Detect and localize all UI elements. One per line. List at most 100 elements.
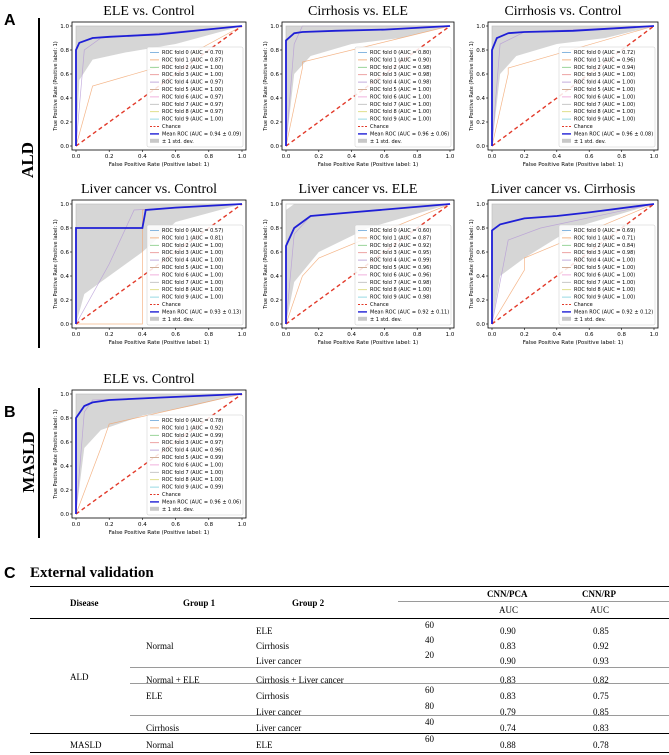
- y-tick-label: 1.0: [270, 202, 279, 208]
- y-tick-label: 0.2: [270, 298, 279, 304]
- legend-box: [558, 224, 656, 326]
- roc-svg: Liver cancer vs. Control 0.0 0.2 0.4 0.6 0.8 1…: [53, 182, 247, 346]
- legend-swatch-std: [562, 316, 571, 321]
- legend-fold-1: ROC fold 1 (AUC = 0.90): [370, 57, 431, 63]
- cell-pca: 0.74: [500, 723, 516, 733]
- y-tick-label: 0.0: [476, 322, 485, 328]
- legend-swatch-std: [150, 138, 159, 143]
- y-axis-label: True Positive Rate (Positive label: 1): [469, 219, 475, 309]
- row-separator: [130, 667, 669, 668]
- plot-frame: [71, 199, 247, 329]
- legend-fold-4: ROC fold 4 (AUC = 0.98): [370, 80, 431, 86]
- y-tick-label: 1.0: [476, 202, 485, 208]
- x-tick-label: 0.8: [617, 332, 626, 338]
- legend-fold-9: ROC fold 9 (AUC = 0.98): [370, 295, 431, 301]
- legend-fold-0: ROC fold 0 (AUC = 0.60): [370, 228, 431, 234]
- cell-group2: Liver cancer: [256, 656, 302, 666]
- legend-chance: Chance: [370, 302, 389, 308]
- mean-roc-line: [285, 203, 451, 324]
- chance-line: [75, 393, 243, 515]
- y-tick-label: 0.0: [60, 144, 69, 150]
- x-tick-label: 0.0: [282, 332, 291, 338]
- legend-chance: Chance: [162, 124, 181, 130]
- y-tick-label: 0.8: [60, 48, 69, 54]
- chance-line: [75, 203, 243, 325]
- legend-fold-9: ROC fold 9 (AUC = 1.00): [162, 295, 223, 301]
- legend-box: [146, 46, 244, 148]
- x-axis-label: False Positive Rate (Positive label: 1): [523, 162, 624, 168]
- x-tick-label: 1.0: [446, 332, 455, 338]
- x-tick-label: 0.0: [282, 154, 291, 160]
- y-tick-label: 0.4: [270, 96, 279, 102]
- x-tick-label: 1.0: [238, 332, 247, 338]
- cell-pca: 0.88: [500, 740, 516, 750]
- plot-frame: [281, 21, 455, 151]
- legend-fold-6: ROC fold 6 (AUC = 1.00): [370, 94, 431, 100]
- cell-rp: 0.82: [593, 675, 609, 685]
- x-tick-label: 0.2: [520, 332, 529, 338]
- legend-chance: Chance: [162, 302, 181, 308]
- x-tick-label: 0.4: [138, 522, 147, 528]
- legend-fold-6: ROC fold 6 (AUC = 1.00): [574, 272, 635, 278]
- mean-roc-line: [285, 25, 451, 146]
- legend-swatch-std: [358, 138, 367, 143]
- legend-fold-8: ROC fold 8 (AUC = 0.97): [162, 109, 223, 115]
- legend-fold-5: ROC fold 5 (AUC = 0.99): [162, 455, 223, 461]
- fold-curve-1: [75, 25, 243, 147]
- legend-fold-0: ROC fold 0 (AUC = 0.80): [370, 50, 431, 56]
- y-tick-label: 0.0: [476, 144, 485, 150]
- legend-fold-8: ROC fold 8 (AUC = 1.00): [574, 287, 635, 293]
- legend-chance: Chance: [162, 492, 181, 498]
- header-group1: Group 1: [183, 598, 216, 608]
- roc-chart-ald-cirrhosis-vs-ele: Cirrhosis vs. ELE 0.0 0.2 0.4 0.6 0.8 1.0 0.0 0.…: [252, 0, 464, 180]
- table-top-rule: [30, 586, 669, 587]
- chart-title: ELE vs. Control: [103, 4, 194, 19]
- legend-fold-6: ROC fold 6 (AUC = 1.00): [162, 462, 223, 468]
- cell-group2: ELE: [256, 740, 273, 750]
- header-auc-rp: AUC: [590, 605, 610, 615]
- legend-fold-0: ROC fold 0 (AUC = 0.57): [162, 228, 223, 234]
- legend-fold-8: ROC fold 8 (AUC = 1.00): [574, 109, 635, 115]
- row-separator: [130, 715, 669, 716]
- mean-roc-line: [75, 203, 243, 324]
- std-band: [286, 26, 450, 146]
- legend-box: [146, 414, 244, 516]
- cell-disease: MASLD: [70, 740, 102, 750]
- x-axis-label: False Positive Rate (Positive label: 1): [109, 530, 210, 536]
- legend-box: [354, 46, 452, 148]
- cell-rp: 0.78: [593, 740, 609, 750]
- legend-std: ± 1 std. dev.: [370, 139, 402, 145]
- x-tick-label: 1.0: [446, 154, 455, 160]
- std-band: [492, 204, 654, 324]
- roc-svg: ELE vs. Control 0.0 0.2 0.4 0.6 0.8 1.0 0.0 0.2 0…: [53, 372, 247, 536]
- cell-group2: Liver cancer: [256, 723, 302, 733]
- x-tick-label: 0.0: [72, 154, 81, 160]
- plot-frame: [281, 199, 455, 329]
- ald-bracket: [38, 18, 40, 348]
- legend-fold-8: ROC fold 8 (AUC = 1.00): [370, 287, 431, 293]
- y-tick-label: 0.2: [60, 298, 69, 304]
- y-tick-label: 0.2: [476, 298, 485, 304]
- x-tick-label: 0.4: [347, 154, 356, 160]
- cell-pca: 0.83: [500, 675, 516, 685]
- legend-fold-5: ROC fold 5 (AUC = 1.00): [370, 87, 431, 93]
- cell-group1: Normal: [146, 641, 174, 651]
- legend-fold-9: ROC fold 9 (AUC = 1.00): [574, 295, 635, 301]
- x-axis-label: False Positive Rate (Positive label: 1): [318, 162, 419, 168]
- legend-mean: Mean ROC (AUC = 0.94 ± 0.09): [162, 131, 241, 137]
- legend-fold-5: ROC fold 5 (AUC = 1.00): [574, 87, 635, 93]
- x-tick-label: 0.6: [171, 332, 180, 338]
- y-tick-label: 0.8: [270, 48, 279, 54]
- y-axis-label: True Positive Rate (Positive label: 1): [53, 219, 59, 309]
- roc-svg: ELE vs. Control 0.0 0.2 0.4 0.6 0.8 1.0 0.0 0.2 0…: [53, 4, 247, 168]
- y-tick-label: 0.2: [60, 488, 69, 494]
- legend-fold-7: ROC fold 7 (AUC = 0.97): [162, 102, 223, 108]
- legend-fold-7: ROC fold 7 (AUC = 1.00): [574, 102, 635, 108]
- y-axis-label: True Positive Rate (Positive label: 1): [469, 41, 475, 131]
- x-tick-label: 0.8: [413, 154, 422, 160]
- legend-fold-9: ROC fold 9 (AUC = 0.99): [162, 485, 223, 491]
- cell-n: 60: [425, 620, 434, 630]
- y-tick-label: 0.4: [270, 274, 279, 280]
- legend-fold-4: ROC fold 4 (AUC = 0.96): [162, 448, 223, 454]
- y-tick-label: 0.6: [476, 250, 485, 256]
